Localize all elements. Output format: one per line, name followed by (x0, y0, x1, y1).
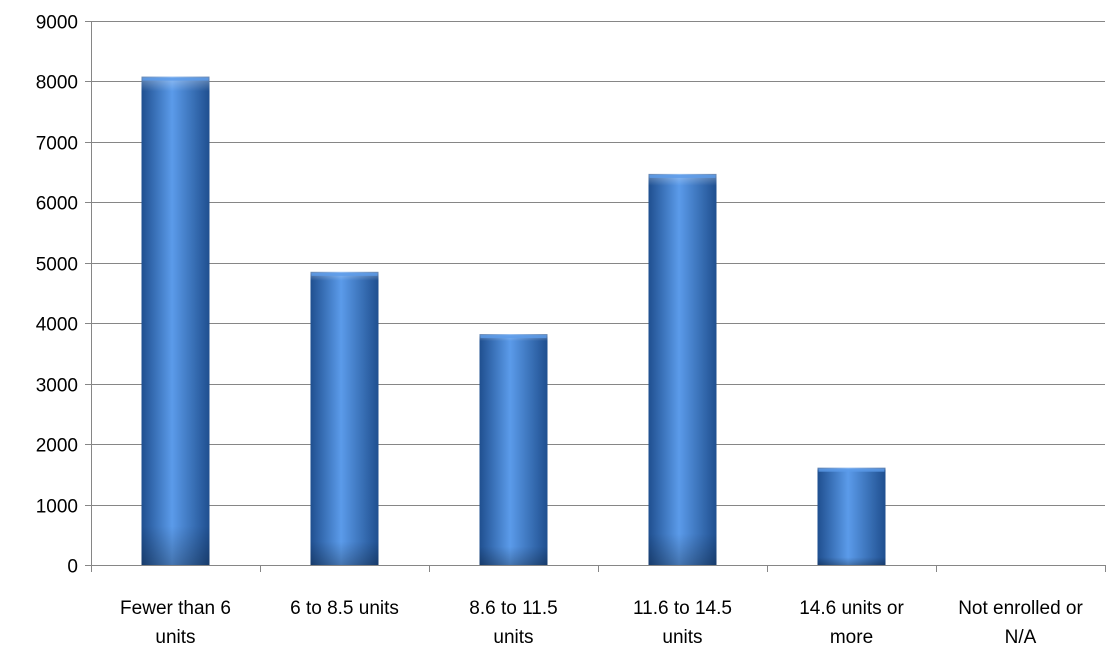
axes (85, 21, 1106, 572)
y-tick-label: 7000 (36, 134, 78, 155)
bar (310, 271, 379, 565)
y-tick-label: 8000 (36, 73, 78, 94)
x-category-label: Fewer than 6 (120, 598, 231, 619)
bar (648, 173, 717, 565)
labels: 0 1000 2000 3000 4000 5000 6000 7000 8000 9000 Few… (36, 13, 1084, 649)
bar-shade (817, 467, 886, 565)
y-tick-label: 3000 (36, 376, 78, 397)
y-tick-label: 4000 (36, 315, 78, 336)
bar-top-highlight (649, 174, 716, 178)
y-tick-label: 2000 (36, 436, 78, 457)
x-category-label: Not enrolled or (958, 598, 1083, 619)
gridlines (91, 21, 1105, 506)
x-category-label: 11.6 to 14.5 (633, 598, 732, 619)
bar (817, 467, 886, 565)
x-category-label: 14.6 units or (799, 598, 904, 619)
y-tick-label: 1000 (36, 497, 78, 518)
bar-shade (479, 334, 548, 565)
x-category-label: units (155, 627, 195, 648)
bar (479, 334, 548, 565)
x-category-label: units (662, 627, 702, 648)
y-tick-label: 5000 (36, 255, 78, 276)
bar (141, 76, 210, 565)
bar-top-highlight (142, 77, 209, 81)
x-category-label: units (493, 627, 533, 648)
bars (141, 76, 886, 565)
bar-top-highlight (818, 468, 885, 472)
bar-shade (648, 173, 717, 565)
bar-shade (141, 76, 210, 565)
bar-shade (310, 271, 379, 565)
y-tick-label: 9000 (36, 13, 78, 34)
x-category-label: N/A (1005, 627, 1037, 648)
x-category-label: more (830, 627, 873, 648)
x-category-label: 6 to 8.5 units (290, 598, 399, 619)
y-tick-label: 0 (67, 557, 78, 578)
bar-top-highlight (311, 272, 378, 276)
y-tick-label: 6000 (36, 194, 78, 215)
bar-top-highlight (480, 335, 547, 339)
x-category-label: 8.6 to 11.5 (469, 598, 557, 619)
